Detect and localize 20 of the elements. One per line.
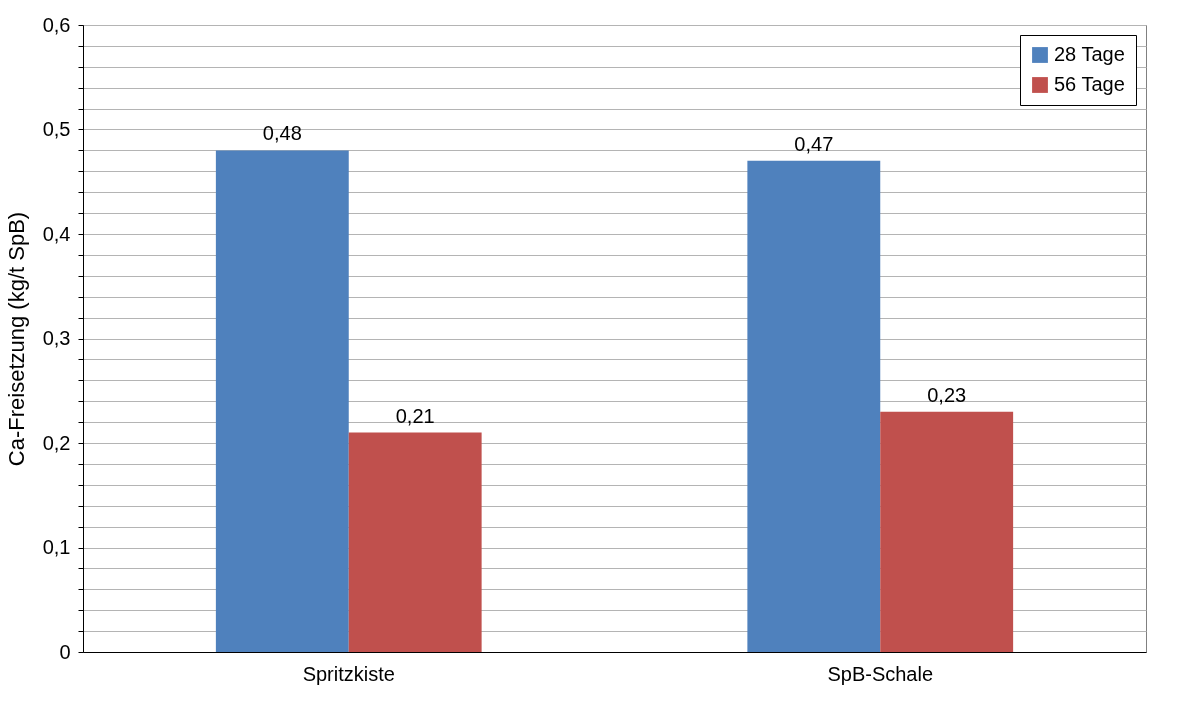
bar [880,411,1014,652]
y-tick-label: 0 [59,640,71,663]
x-tick-label: SpB-Schale [827,662,934,685]
data-label: 0,47 [794,132,834,155]
y-tick-label: 0,5 [42,118,71,140]
bar [348,432,482,652]
y-axis-title: Ca-Freisetzung (kg/t SpB) [3,211,29,467]
bar [747,160,881,652]
y-tick-label: 0,1 [42,536,71,558]
legend-label: 56 Tage [1054,73,1125,95]
y-tick-label: 0,4 [42,222,71,245]
bar [215,150,349,652]
y-tick-label: 0,6 [42,13,71,36]
x-tick-label: Spritzkiste [302,662,395,685]
data-label: 0,23 [927,383,967,406]
y-tick-label: 0,3 [42,327,71,349]
data-label: 0,48 [262,122,302,145]
data-label: 0,21 [395,404,435,427]
y-tick-label: 0,2 [42,431,71,454]
legend-label: 28 Tage [1054,43,1125,65]
